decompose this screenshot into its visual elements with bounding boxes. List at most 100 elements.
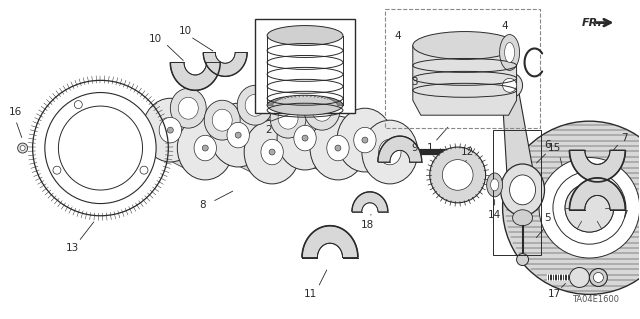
- Ellipse shape: [310, 116, 366, 180]
- Ellipse shape: [362, 137, 368, 143]
- Polygon shape: [413, 46, 516, 115]
- Ellipse shape: [486, 173, 502, 197]
- Polygon shape: [570, 150, 625, 182]
- Ellipse shape: [539, 158, 640, 258]
- Ellipse shape: [502, 121, 640, 294]
- Polygon shape: [154, 108, 222, 170]
- Ellipse shape: [565, 183, 614, 232]
- Ellipse shape: [327, 135, 349, 161]
- Ellipse shape: [159, 117, 182, 143]
- Polygon shape: [321, 118, 381, 170]
- Text: 1: 1: [426, 143, 433, 153]
- Polygon shape: [570, 178, 625, 210]
- Ellipse shape: [45, 93, 156, 204]
- Bar: [255, 19, 355, 113]
- Ellipse shape: [337, 108, 393, 172]
- Ellipse shape: [509, 175, 536, 205]
- Ellipse shape: [270, 98, 306, 138]
- Ellipse shape: [74, 100, 83, 108]
- Ellipse shape: [500, 164, 545, 216]
- Polygon shape: [378, 136, 422, 162]
- Polygon shape: [352, 192, 388, 212]
- Ellipse shape: [194, 135, 216, 161]
- Ellipse shape: [210, 103, 266, 167]
- Text: 10: 10: [148, 33, 162, 43]
- Ellipse shape: [516, 254, 529, 265]
- Polygon shape: [189, 113, 255, 170]
- Ellipse shape: [413, 32, 516, 59]
- Ellipse shape: [277, 106, 333, 170]
- Ellipse shape: [354, 127, 376, 153]
- Ellipse shape: [504, 42, 515, 63]
- Ellipse shape: [202, 145, 208, 151]
- Ellipse shape: [204, 100, 240, 140]
- Polygon shape: [348, 118, 406, 174]
- Ellipse shape: [500, 34, 520, 70]
- Bar: [493, 130, 541, 255]
- Text: 9: 9: [412, 143, 418, 153]
- Text: 13: 13: [66, 243, 79, 253]
- Text: 4: 4: [501, 21, 508, 31]
- Ellipse shape: [237, 85, 273, 125]
- Ellipse shape: [20, 145, 25, 151]
- Ellipse shape: [430, 147, 486, 203]
- Text: 11: 11: [303, 289, 317, 300]
- Text: 5: 5: [544, 213, 551, 223]
- Text: 17: 17: [548, 289, 561, 300]
- Text: 7: 7: [621, 210, 628, 220]
- Ellipse shape: [140, 166, 148, 174]
- Text: 3: 3: [412, 77, 418, 87]
- Ellipse shape: [442, 160, 473, 190]
- Ellipse shape: [167, 127, 173, 133]
- Text: 16: 16: [9, 107, 22, 117]
- Ellipse shape: [304, 90, 340, 130]
- Ellipse shape: [212, 109, 232, 131]
- Ellipse shape: [362, 120, 418, 184]
- Polygon shape: [204, 52, 247, 76]
- Ellipse shape: [18, 143, 28, 153]
- Ellipse shape: [379, 139, 401, 165]
- Ellipse shape: [502, 78, 516, 92]
- Text: 4: 4: [394, 31, 401, 41]
- Ellipse shape: [570, 268, 589, 287]
- Ellipse shape: [142, 98, 198, 162]
- Ellipse shape: [267, 26, 343, 46]
- Ellipse shape: [497, 72, 522, 98]
- Ellipse shape: [302, 135, 308, 141]
- Ellipse shape: [235, 132, 241, 138]
- Ellipse shape: [589, 269, 607, 286]
- Ellipse shape: [335, 145, 341, 151]
- Text: 10: 10: [179, 26, 192, 35]
- Ellipse shape: [267, 95, 343, 115]
- Text: TA04E1600: TA04E1600: [572, 295, 620, 304]
- Ellipse shape: [565, 183, 614, 232]
- Ellipse shape: [244, 120, 300, 184]
- Polygon shape: [255, 116, 322, 174]
- Text: 6: 6: [544, 140, 551, 150]
- Ellipse shape: [294, 125, 316, 151]
- Ellipse shape: [593, 272, 604, 282]
- Polygon shape: [221, 113, 289, 174]
- Text: 7: 7: [621, 133, 628, 143]
- Ellipse shape: [278, 107, 298, 129]
- Ellipse shape: [58, 106, 143, 190]
- Ellipse shape: [261, 139, 284, 165]
- Ellipse shape: [312, 99, 332, 121]
- Ellipse shape: [513, 210, 532, 226]
- Ellipse shape: [387, 149, 393, 155]
- Ellipse shape: [179, 97, 198, 119]
- Polygon shape: [170, 63, 220, 90]
- Ellipse shape: [227, 122, 250, 148]
- Polygon shape: [302, 226, 358, 257]
- Text: 18: 18: [361, 220, 374, 230]
- Ellipse shape: [574, 192, 605, 223]
- Text: 15: 15: [548, 143, 561, 153]
- Text: 2: 2: [265, 125, 271, 135]
- Text: FR.: FR.: [581, 18, 602, 28]
- Polygon shape: [288, 116, 355, 170]
- Polygon shape: [502, 85, 538, 195]
- Ellipse shape: [170, 88, 206, 128]
- Text: 12: 12: [461, 147, 474, 157]
- Ellipse shape: [177, 116, 233, 180]
- Text: 8: 8: [199, 200, 205, 210]
